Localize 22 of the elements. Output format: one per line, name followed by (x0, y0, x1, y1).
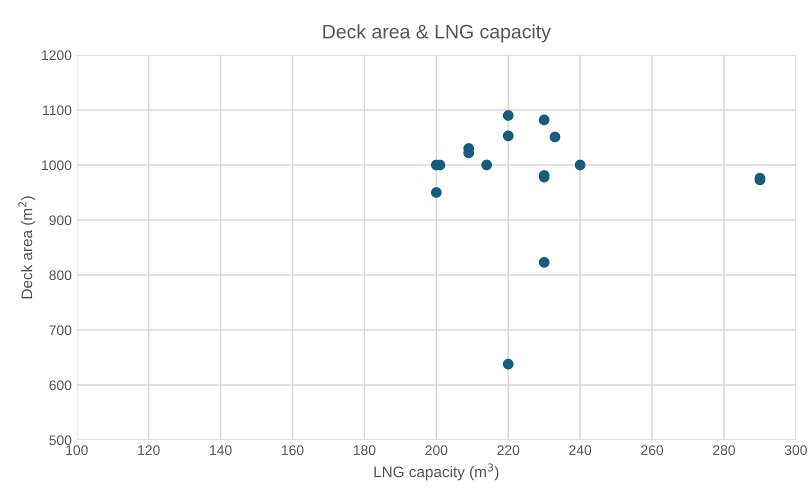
y-tick-label: 500 (49, 435, 72, 446)
chart-title: Deck area & LNG capacity (323, 24, 551, 42)
x-tick-label: 160 (282, 445, 304, 456)
y-tick-label: 1200 (42, 50, 72, 60)
y-tick-label: 1000 (42, 160, 72, 170)
x-axis-title: LNG capacity (m$^{3}$) (374, 463, 498, 480)
x-tick-label: 200 (425, 445, 448, 456)
x-tick-label: 220 (497, 445, 520, 456)
y-tick-label: 700 (49, 325, 72, 336)
x-tick-label: 240 (569, 445, 592, 456)
x-tick-label: 260 (641, 445, 664, 456)
x-tick-label: 120 (138, 445, 160, 456)
x-tick-label: 180 (354, 445, 376, 456)
y-tick-label: 600 (49, 380, 72, 390)
x-tick-label: 300 (784, 445, 807, 456)
x-tick-label: 100 (66, 445, 88, 456)
y-tick-label: 1100 (43, 105, 72, 116)
y-tick-label: 900 (49, 215, 72, 226)
x-tick-label: 140 (210, 445, 232, 456)
x-tick-label: 280 (713, 445, 736, 456)
y-tick-label: 800 (49, 270, 72, 280)
y-axis-title: Deck area (m$^{2}$) (18, 196, 36, 298)
